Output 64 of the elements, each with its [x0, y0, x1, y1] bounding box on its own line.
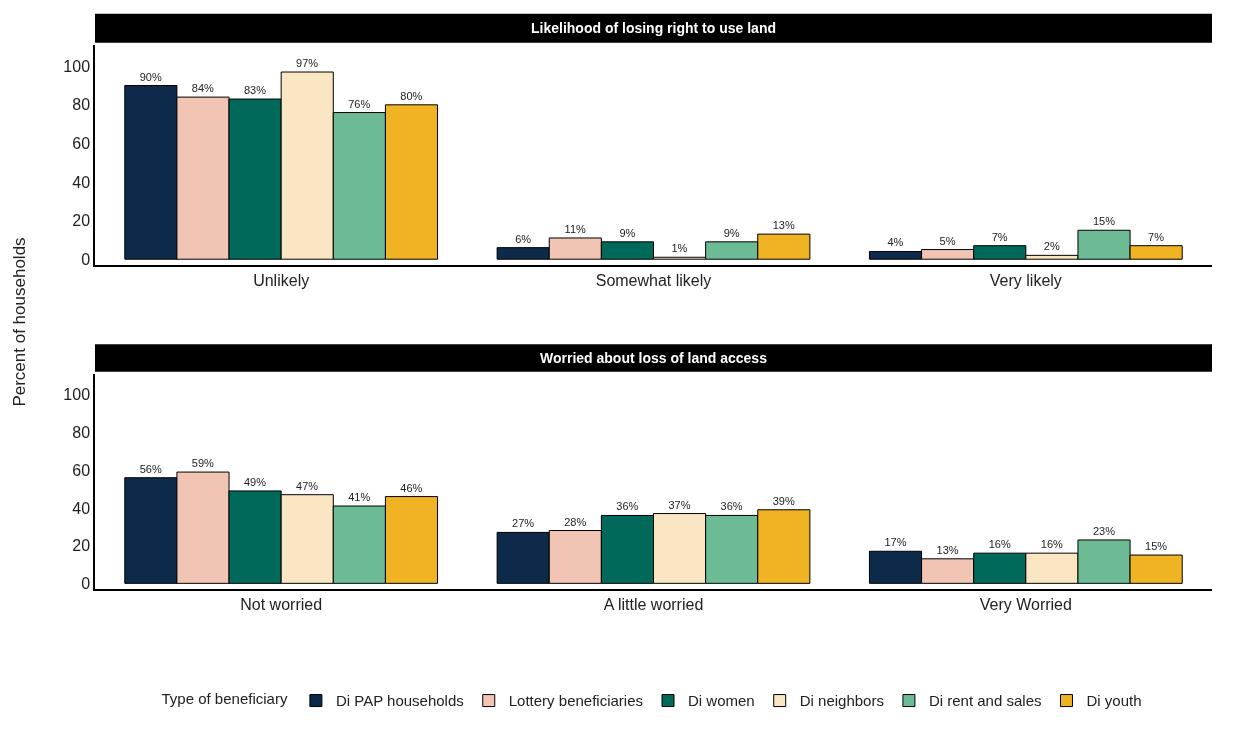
legend-label: Lottery beneficiaries [508, 692, 644, 710]
data-label: 41% [348, 491, 371, 504]
y-tick-label: 40 [72, 173, 91, 191]
data-label: 4% [887, 236, 904, 249]
data-label: 28% [564, 515, 587, 528]
data-label: 7% [1148, 230, 1165, 243]
x-tick-label: Unlikely [253, 271, 310, 289]
y-tick-label: 60 [72, 461, 91, 479]
y-tick-label: 0 [81, 574, 91, 592]
data-label: 39% [772, 494, 795, 507]
data-label: 27% [512, 517, 535, 530]
y-tick-label: 60 [72, 135, 91, 153]
data-label: 7% [991, 230, 1008, 243]
legend-title: Type of beneficiary [161, 689, 288, 707]
y-tick-label: 20 [72, 537, 91, 555]
y-tick-label: 40 [72, 499, 91, 517]
data-label: 36% [720, 500, 743, 513]
y-tick-label: 0 [81, 250, 91, 268]
data-label: 76% [348, 97, 371, 110]
legend-label: Di women [688, 692, 755, 710]
data-label: 11% [564, 222, 587, 235]
data-label: 16% [988, 538, 1011, 551]
data-label: 23% [1092, 524, 1116, 537]
x-tick-label: Very Worried [979, 595, 1072, 613]
data-label: 49% [243, 475, 267, 488]
y-tick-label: 80 [72, 96, 91, 114]
chart-title: Worried about loss of land access [540, 350, 768, 366]
data-label: 15% [1092, 215, 1116, 228]
legend-label: Di neighbors [799, 692, 884, 710]
data-label: 1% [671, 242, 688, 255]
data-label: 6% [515, 232, 532, 245]
data-label: 13% [936, 543, 959, 556]
x-tick-label: A little worried [603, 595, 704, 613]
data-label: 9% [723, 226, 740, 239]
y-tick-label: 80 [72, 424, 91, 442]
data-label: 9% [619, 226, 636, 239]
data-label: 80% [400, 89, 423, 102]
data-label: 97% [296, 57, 319, 70]
data-label: 13% [772, 219, 795, 232]
y-tick-label: 100 [63, 57, 91, 75]
x-tick-label: Somewhat likely [595, 271, 712, 289]
data-label: 5% [939, 234, 956, 247]
data-label: 47% [296, 479, 319, 492]
data-label: 83% [243, 84, 267, 97]
chart-title: Likelihood of losing right to use land [531, 20, 776, 36]
legend-label: Di PAP households [335, 692, 464, 710]
data-label: 84% [191, 82, 215, 95]
data-label: 2% [1043, 240, 1060, 253]
y-tick-label: 20 [72, 212, 91, 230]
data-label: 46% [400, 481, 423, 494]
legend-label: Di rent and sales [928, 692, 1042, 710]
data-label: 15% [1145, 540, 1168, 553]
data-label: 90% [139, 70, 162, 83]
x-tick-label: Very likely [989, 271, 1062, 289]
y-axis-title: Percent of households [10, 237, 30, 407]
data-label: 37% [668, 498, 691, 511]
data-label: 36% [616, 500, 639, 513]
legend-label: Di youth [1086, 692, 1142, 710]
data-label: 56% [139, 462, 162, 475]
data-label: 16% [1040, 538, 1064, 551]
y-tick-label: 100 [63, 386, 91, 404]
data-label: 59% [191, 457, 215, 470]
data-label: 17% [884, 536, 907, 549]
x-tick-label: Not worried [240, 595, 323, 613]
